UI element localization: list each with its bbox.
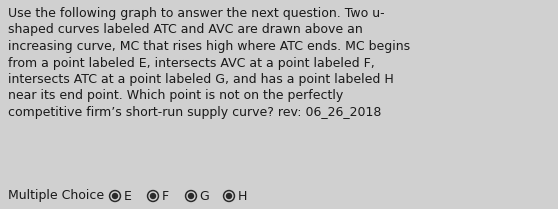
Circle shape xyxy=(113,194,118,199)
Circle shape xyxy=(185,190,196,201)
Circle shape xyxy=(149,192,157,200)
Circle shape xyxy=(147,190,158,201)
Text: F: F xyxy=(161,190,169,203)
Circle shape xyxy=(111,192,119,200)
Text: H: H xyxy=(238,190,247,203)
Circle shape xyxy=(189,194,194,199)
Circle shape xyxy=(225,192,233,200)
Text: G: G xyxy=(200,190,209,203)
Text: E: E xyxy=(123,190,131,203)
Text: Multiple Choice: Multiple Choice xyxy=(8,190,104,203)
Circle shape xyxy=(187,192,195,200)
Text: Use the following graph to answer the next question. Two u-
shaped curves labele: Use the following graph to answer the ne… xyxy=(8,7,410,119)
Circle shape xyxy=(224,190,234,201)
Circle shape xyxy=(151,194,156,199)
Circle shape xyxy=(109,190,121,201)
Circle shape xyxy=(227,194,232,199)
